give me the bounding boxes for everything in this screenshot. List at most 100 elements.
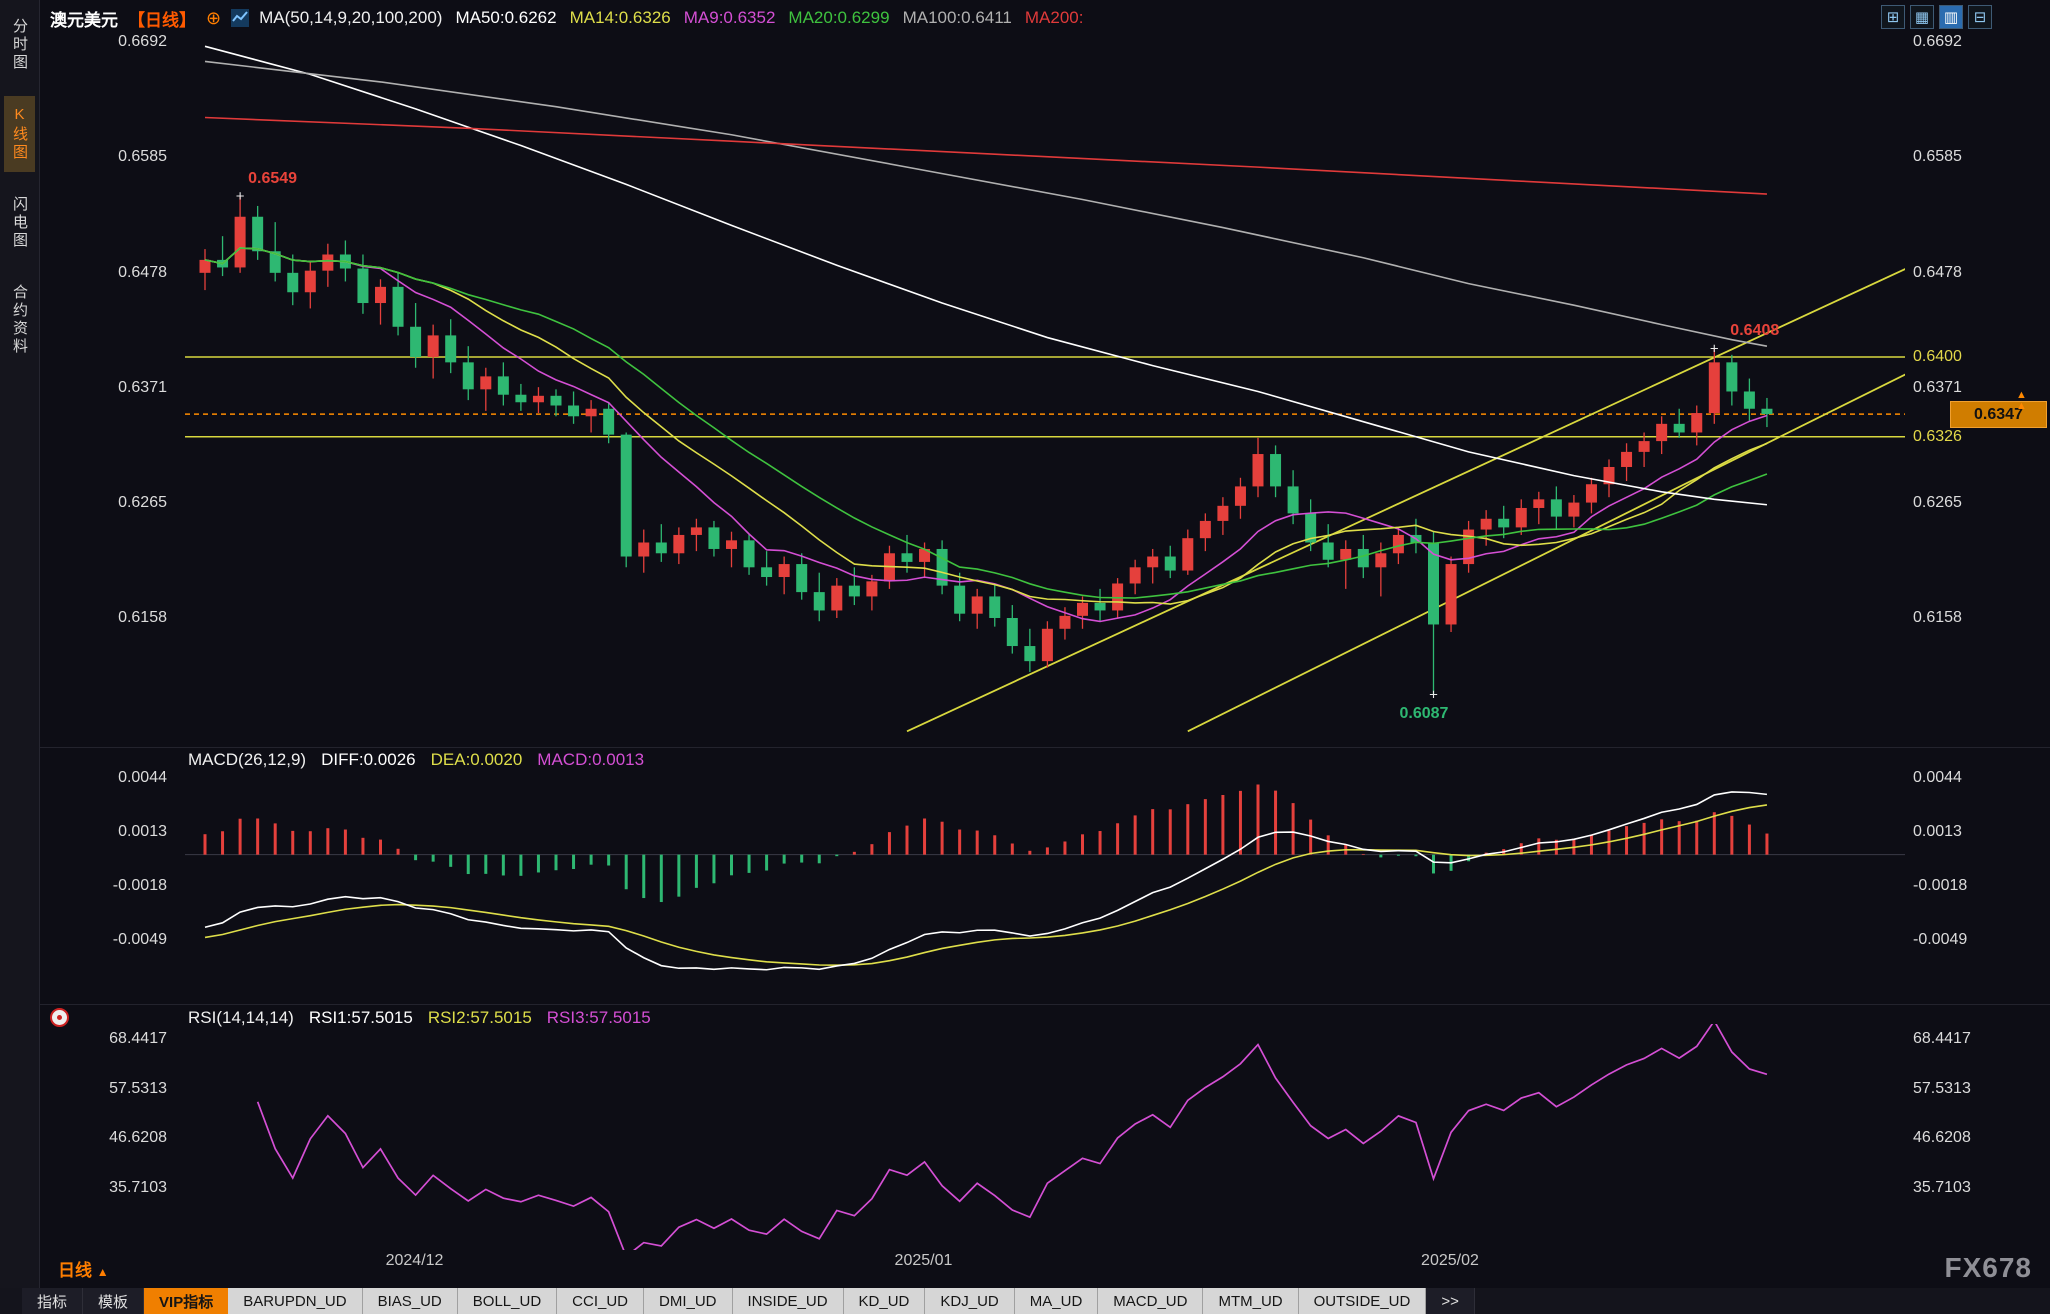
last-price-box: 0.6347: [1950, 401, 2047, 429]
price-axis-label: 0.6585: [118, 148, 167, 166]
rsi-axis-label: 35.7103: [1913, 1179, 1971, 1196]
price-axis-label: 0.6371: [1913, 379, 1962, 397]
macd-label-4: MACD:0.0013: [537, 750, 645, 769]
period-tag: 【日线】: [128, 10, 196, 30]
rsi-axis-label: 46.6208: [109, 1129, 167, 1147]
macd-axis-label: 0.0044: [118, 769, 167, 786]
rsi-label-4: RSI3:57.5015: [546, 1008, 651, 1027]
tab-dmi-ud[interactable]: DMI_UD: [644, 1288, 733, 1314]
ma-label-2: MA50:0.6262: [455, 8, 557, 27]
macd-axis-label: 0.0013: [118, 823, 167, 840]
macd-axis-label: 0.0044: [1913, 769, 1962, 786]
tab-kd-ud[interactable]: KD_UD: [843, 1288, 926, 1314]
level-label: 0.6326: [1913, 427, 1962, 445]
sidebar-item-contract-info[interactable]: 合约资料: [11, 284, 28, 356]
tab-boll-ud[interactable]: BOLL_UD: [457, 1288, 558, 1314]
grid-layout-icon[interactable]: ⊞: [1881, 5, 1905, 29]
macd-axis-label: -0.0049: [1913, 931, 1968, 948]
add-compare-icon[interactable]: ⊕: [206, 7, 222, 28]
record-indicator-icon: [50, 1008, 69, 1027]
ma-label-3: MA14:0.6326: [569, 8, 671, 27]
price-axis-label: 0.6265: [1913, 493, 1962, 511]
rsi-label-2: RSI1:57.5015: [308, 1008, 413, 1027]
ma-label-1: MA(50,14,9,20,100,200): [259, 8, 443, 27]
price-axis-label: 0.6585: [1913, 148, 1962, 166]
macd-axis-label: 0.0013: [1913, 823, 1962, 840]
ma-label-7: MA200:: [1024, 8, 1084, 27]
tab-barupdn-ud[interactable]: BARUPDN_UD: [228, 1288, 363, 1314]
macd-label-2: DIFF:0.0026: [321, 750, 416, 769]
ma-label-4: MA9:0.6352: [683, 8, 776, 27]
tab-indicators[interactable]: 指标: [22, 1288, 84, 1314]
rsi-axis-label: 57.5313: [1913, 1079, 1971, 1097]
rsi-label-3: RSI2:57.5015: [427, 1008, 532, 1027]
price-axis-label: 0.6371: [118, 379, 167, 397]
macd-axis-label: -0.0018: [1913, 877, 1968, 894]
period-up-arrow-icon: ▲: [96, 1265, 109, 1279]
x-axis-label: 2025/02: [1421, 1252, 1479, 1269]
ma-label-6: MA100:0.6411: [902, 8, 1012, 27]
macd-axis-label: -0.0049: [112, 931, 167, 948]
panel-separator: [40, 747, 2050, 748]
macd-label-1: MACD(26,12,9): [188, 750, 307, 769]
macd-header: MACD(26,12,9) DIFF:0.0026 DEA:0.0020 MACD:0…: [188, 750, 644, 770]
chart-header: 澳元美元 【日线】 ⊕ MA(50,14,9,20,100,200) MA50:0…: [50, 4, 1083, 32]
split-layout-icon[interactable]: ▦: [1910, 5, 1934, 29]
tab-more[interactable]: >>: [1426, 1288, 1475, 1314]
price-axis-label: 0.6158: [118, 609, 167, 626]
svg-text:+: +: [1429, 687, 1438, 704]
price-axis-label: 0.6692: [118, 33, 167, 50]
rsi-axis-label: 46.6208: [1913, 1129, 1971, 1147]
bottom-tab-bar: 指标 模板 VIP指标 BARUPDN_UD BIAS_UD BOLL_UD CCI_UD D…: [0, 1288, 2050, 1314]
tab-inside-ud[interactable]: INSIDE_UD: [732, 1288, 844, 1314]
price-annotation: 0.6549: [248, 170, 298, 188]
rsi-axis-label: 68.4417: [109, 1030, 167, 1047]
symbol-title: 澳元美元: [50, 10, 118, 30]
new-window-icon[interactable]: ⊟: [1968, 5, 1992, 29]
sidebar-item-flash-chart[interactable]: 闪电图: [11, 196, 28, 250]
tab-bias-ud[interactable]: BIAS_UD: [362, 1288, 458, 1314]
price-axis-label: 0.6265: [118, 493, 167, 511]
price-axis-label: 0.6478: [118, 263, 167, 281]
layout-toolbar: ⊞ ▦ ▥ ⊟: [1881, 5, 1992, 29]
tab-macd-ud[interactable]: MACD_UD: [1098, 1288, 1204, 1314]
up-arrow-icon: ▲: [2016, 389, 2027, 401]
macd-axis-label: -0.0018: [112, 877, 167, 894]
rsi-axis-label: 57.5313: [109, 1079, 167, 1097]
tab-templates[interactable]: 模板: [83, 1288, 145, 1314]
macd-label-3: DEA:0.0020: [430, 750, 523, 769]
up-arrow-icon: ▲: [2016, 400, 2027, 412]
tab-vip-indicators[interactable]: VIP指标: [144, 1288, 229, 1314]
svg-text:+: +: [1710, 340, 1719, 357]
price-axis-label: 0.6478: [1913, 263, 1962, 281]
ma-label-5: MA20:0.6299: [788, 8, 890, 27]
sidebar-item-kline-chart[interactable]: K线图: [4, 96, 35, 172]
ma-legend: MA(50,14,9,20,100,200) MA50:0.6262 MA14:0.…: [259, 8, 1083, 28]
rsi-label-1: RSI(14,14,14): [188, 1008, 294, 1027]
rsi-header: RSI(14,14,14) RSI1:57.5015 RSI2:57.5015 RSI…: [188, 1008, 651, 1028]
x-axis-label: 2025/01: [894, 1252, 953, 1269]
sidebar-item-time-chart[interactable]: 分时图: [11, 18, 28, 72]
price-annotation: 0.6408: [1730, 322, 1780, 340]
tab-mtm-ud[interactable]: MTM_UD: [1203, 1288, 1299, 1314]
level-label: 0.6400: [1913, 347, 1962, 365]
period-indicator-label: 日线: [58, 1261, 92, 1280]
rsi-axis-label: 35.7103: [109, 1179, 167, 1196]
sidebar: 分时图 K线图闪电图合约资料: [0, 0, 40, 1288]
svg-text:+: +: [236, 188, 245, 205]
panel-separator: [40, 1004, 2050, 1005]
tab-cci-ud[interactable]: CCI_UD: [557, 1288, 644, 1314]
period-indicator[interactable]: 日线 ▲: [58, 1256, 109, 1281]
active-layout-icon[interactable]: ▥: [1939, 5, 1963, 29]
tab-outside-ud[interactable]: OUTSIDE_UD: [1298, 1288, 1427, 1314]
watermark: FX678: [1944, 1252, 2032, 1283]
tab-ma-ud[interactable]: MA_UD: [1014, 1288, 1099, 1314]
record-dot: [57, 1015, 62, 1020]
price-annotation: 0.6087: [1399, 704, 1449, 722]
tab-kdj-ud[interactable]: KDJ_UD: [925, 1288, 1015, 1314]
rsi-axis-label: 68.4417: [1913, 1030, 1971, 1047]
scroll-to-latest-icon[interactable]: ▲ ▲: [2016, 390, 2027, 412]
price-axis-label: 0.6692: [1913, 33, 1962, 50]
mini-chart-icon[interactable]: [231, 9, 250, 27]
